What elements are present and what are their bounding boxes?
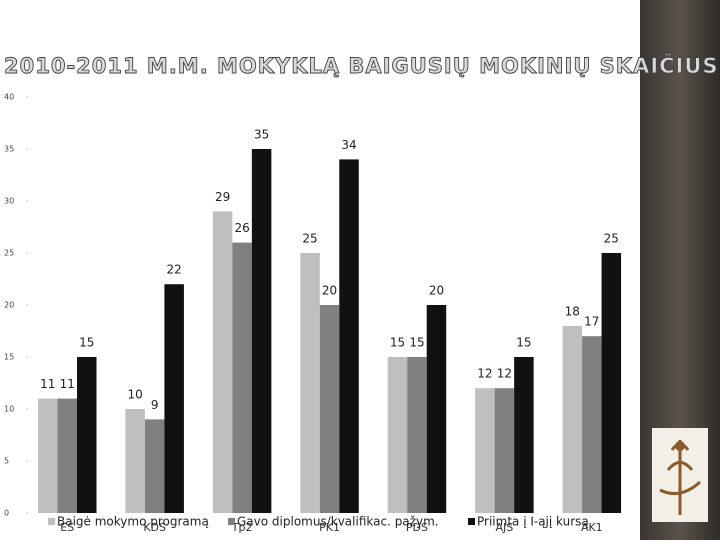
y-tick-label: 40 — [4, 93, 14, 102]
legend-label: Baigė mokymo programą — [57, 515, 209, 529]
bar — [339, 159, 359, 513]
chart-title: 2010-2011 M.M. MOKYKLĄ BAIGUSIŲ MOKINIŲ … — [4, 53, 719, 78]
data-label: 25 — [604, 232, 619, 246]
legend-label: Gavo diplomus/kvalifikac. pažym. — [237, 515, 439, 529]
bar — [57, 398, 77, 513]
bar — [77, 357, 97, 513]
data-label: 9 — [151, 398, 159, 412]
x-tick-label: Tp2 — [231, 521, 253, 534]
legend-swatch — [48, 518, 55, 525]
bar — [514, 357, 534, 513]
y-tick-label: 0 — [4, 509, 9, 518]
y-tick-label: 30 — [4, 197, 14, 206]
bar — [164, 284, 184, 513]
y-tick-label: 20 — [4, 301, 14, 310]
data-label: 18 — [565, 304, 580, 318]
bar — [582, 336, 602, 513]
bar — [319, 305, 340, 513]
bar — [38, 398, 58, 513]
x-tick-label: AJS — [496, 521, 514, 534]
data-label: 35 — [254, 128, 269, 142]
bar — [475, 388, 495, 513]
data-label: 15 — [409, 336, 424, 350]
bar — [387, 357, 408, 513]
bar — [407, 357, 427, 513]
bar — [601, 253, 622, 513]
data-label: 26 — [234, 221, 249, 235]
bar — [426, 305, 447, 513]
data-label: 20 — [322, 284, 337, 298]
data-label: 15 — [390, 336, 405, 350]
data-label: 10 — [128, 388, 143, 402]
x-tick-label: PK1 — [319, 521, 340, 534]
legend-swatch — [468, 518, 475, 525]
x-tick-label: ES — [60, 521, 74, 534]
data-label: 22 — [167, 263, 182, 277]
data-label: 25 — [302, 232, 317, 246]
data-label: 34 — [341, 138, 356, 152]
data-label: 15 — [516, 336, 531, 350]
legend-swatch — [228, 518, 235, 525]
data-label: 11 — [60, 377, 75, 391]
y-tick-label: 35 — [4, 145, 14, 154]
data-label: 15 — [79, 336, 94, 350]
data-label: 17 — [584, 315, 599, 329]
bar — [212, 211, 233, 513]
x-tick-label: KDS — [143, 521, 166, 534]
y-tick-label: 5 — [4, 457, 9, 466]
data-label: 20 — [429, 284, 444, 298]
data-label: 12 — [497, 367, 512, 381]
y-tick-label: 10 — [4, 405, 14, 414]
data-label: 11 — [40, 377, 55, 391]
logo-image — [652, 428, 708, 522]
bar — [232, 242, 252, 513]
bar — [125, 409, 145, 513]
bar — [562, 325, 583, 513]
bar — [251, 149, 272, 513]
bar — [300, 253, 320, 513]
legend-label: Priimta į I-ąjį kursą — [477, 515, 589, 529]
y-tick-label: 25 — [4, 249, 14, 258]
x-tick-label: AK1 — [581, 521, 603, 534]
x-tick-label: PDS — [406, 521, 428, 534]
data-label: 29 — [215, 190, 230, 204]
y-tick-label: 15 — [4, 353, 14, 362]
data-label: 12 — [477, 367, 492, 381]
bar — [144, 419, 165, 513]
bar — [494, 388, 515, 513]
